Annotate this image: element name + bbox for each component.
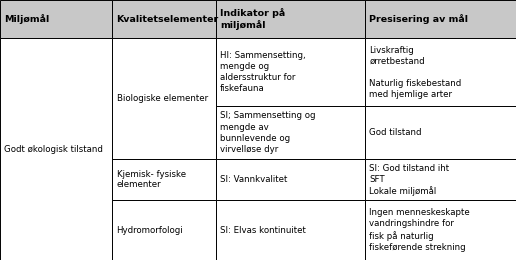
Text: Hydromorfologi: Hydromorfologi [117,226,183,235]
Text: SI: Elvas kontinuitet: SI: Elvas kontinuitet [220,226,305,235]
Text: Livskraftig
ørretbestand

Naturlig fiskebestand
med hjemlige arter: Livskraftig ørretbestand Naturlig fiskeb… [369,46,462,99]
Text: Indikator på
miljømål: Indikator på miljømål [220,8,285,30]
Text: SI: Vannkvalitet: SI: Vannkvalitet [220,175,287,184]
Bar [0,38,112,260]
Bar [365,38,516,106]
Bar [365,200,516,260]
Text: SI; Sammensetting og
mengde av
bunnlevende og
virvelløse dyr: SI; Sammensetting og mengde av bunnleven… [220,112,315,154]
Text: God tilstand: God tilstand [369,128,422,137]
Bar [112,38,216,159]
Bar [216,159,365,200]
Text: Kjemisk- fysiske
elementer: Kjemisk- fysiske elementer [117,170,186,189]
Text: Biologiske elementer: Biologiske elementer [117,94,208,103]
Bar [216,0,365,38]
Text: Ingen menneskeskapte
vandringshindre for
fisk på naturlig
fiskeførende strekning: Ingen menneskeskapte vandringshindre for… [369,208,470,252]
Bar [0,0,112,38]
Bar [365,159,516,200]
Bar [216,106,365,159]
Text: Kvalitetselementer: Kvalitetselementer [117,15,219,24]
Text: Presisering av mål: Presisering av mål [369,14,469,24]
Bar [112,200,216,260]
Text: HI: Sammensetting,
mengde og
aldersstruktur for
fiskefauna: HI: Sammensetting, mengde og aldersstruk… [220,51,305,93]
Text: SI: God tilstand iht
SFT
Lokale miljømål: SI: God tilstand iht SFT Lokale miljømål [369,164,449,196]
Bar [365,0,516,38]
Text: Godt økologisk tilstand: Godt økologisk tilstand [4,145,103,154]
Bar [216,38,365,106]
Text: Miljømål: Miljømål [4,14,50,24]
Bar [112,0,216,38]
Bar [216,200,365,260]
Bar [112,159,216,200]
Bar [365,106,516,159]
